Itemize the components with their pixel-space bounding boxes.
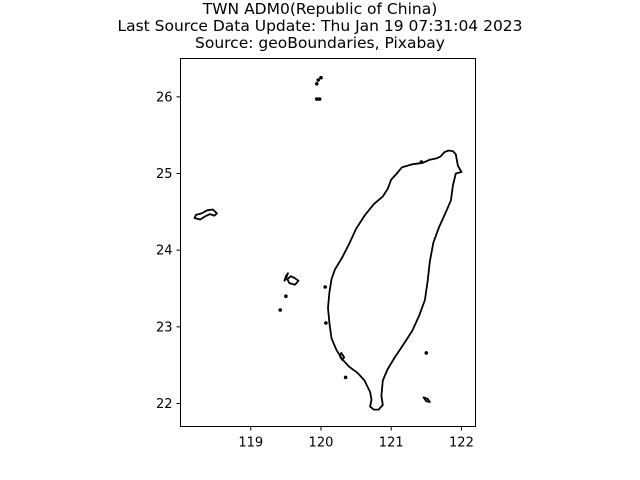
map-title-line-2: Last Source Data Update: Thu Jan 19 07:3… xyxy=(117,17,523,35)
islet-7 xyxy=(343,375,348,380)
map-shapes-layer xyxy=(193,75,463,411)
shape-liuqiu xyxy=(339,352,346,361)
islet-4 xyxy=(315,97,319,101)
x-tick-label: 120 xyxy=(309,436,334,451)
islet-2 xyxy=(315,82,319,86)
islet-8 xyxy=(424,351,429,355)
islet-6 xyxy=(284,294,288,299)
x-tick-label: 122 xyxy=(449,436,474,451)
x-tick-label: 121 xyxy=(379,436,404,451)
y-tick-label: 24 xyxy=(156,244,173,259)
y-tick-label: 26 xyxy=(156,90,173,105)
shape-penghu-main xyxy=(286,275,300,286)
shape-penghu-north xyxy=(283,272,289,282)
y-tick-label: 25 xyxy=(156,167,173,182)
y-tick-label: 23 xyxy=(156,320,173,335)
map-title-line-1: TWN ADM0(Republic of China) xyxy=(202,0,438,18)
islet-9 xyxy=(324,321,328,325)
islet-11 xyxy=(419,160,424,164)
map-axes-frame xyxy=(180,58,476,427)
shape-kinmen xyxy=(193,208,218,221)
islet-3 xyxy=(317,97,322,101)
islet-1 xyxy=(319,75,323,80)
x-tick-label: 119 xyxy=(238,436,263,451)
islet-10 xyxy=(323,285,328,289)
map-title-line-3: Source: geoBoundaries, Pixabay xyxy=(195,34,445,52)
y-tick-label: 22 xyxy=(156,397,173,412)
islet-5 xyxy=(278,308,283,312)
map-ticks-layer: 119 120 121 122 22 23 24 25 26 xyxy=(156,90,474,450)
islet-0 xyxy=(316,78,321,82)
shape-main-island xyxy=(327,149,463,411)
shape-green-island xyxy=(422,396,431,403)
